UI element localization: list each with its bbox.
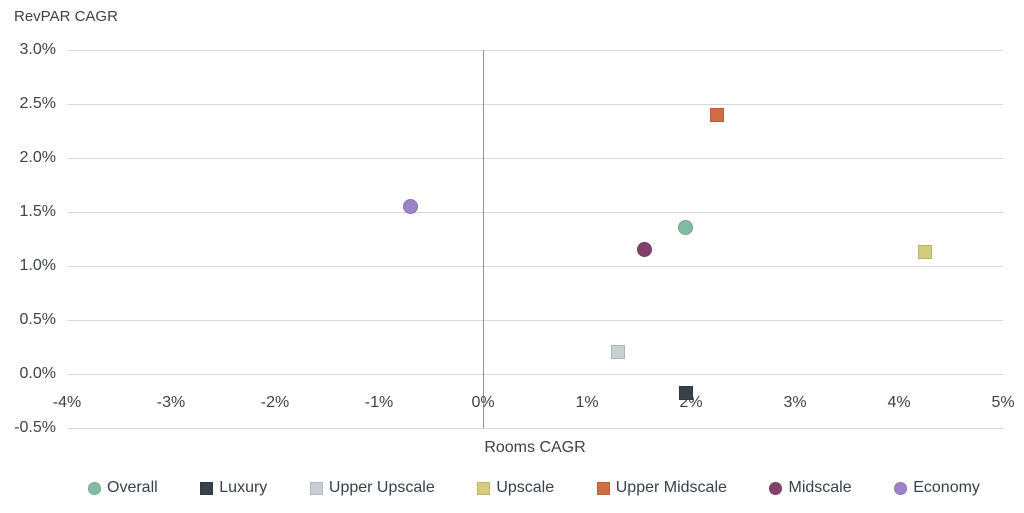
x-tick-label: -3% bbox=[156, 394, 186, 411]
legend-square-icon bbox=[477, 481, 491, 495]
y-tick-label: 1.0% bbox=[19, 257, 56, 274]
x-axis-title: Rooms CAGR bbox=[484, 439, 586, 456]
y-tick-label: 2.0% bbox=[19, 149, 56, 166]
x-tick-label: 5% bbox=[991, 394, 1015, 411]
legend-item-luxury: Luxury bbox=[200, 479, 267, 497]
data-point-upper-midscale bbox=[710, 108, 724, 122]
legend: Overall Luxury Upper Upscale Upscale Upper M… bbox=[88, 479, 980, 497]
x-tick-label: 0% bbox=[471, 394, 495, 411]
gridline bbox=[67, 50, 1003, 51]
x-tick-label: 4% bbox=[887, 394, 911, 411]
legend-circle-icon bbox=[88, 481, 101, 495]
data-point-upper-upscale bbox=[611, 345, 625, 359]
gridline bbox=[67, 104, 1003, 105]
legend-square-icon bbox=[309, 481, 323, 495]
y-axis-title: RevPAR CAGR bbox=[14, 8, 118, 25]
legend-label: Economy bbox=[913, 479, 980, 496]
data-point-overall bbox=[678, 220, 693, 235]
x-tick-label: -1% bbox=[364, 394, 394, 411]
legend-item-upscale: Upscale bbox=[477, 479, 554, 497]
y-tick-label: 1.5% bbox=[19, 203, 56, 220]
gridline bbox=[67, 374, 1003, 375]
y-tick-label: -0.5% bbox=[14, 419, 56, 436]
legend-label: Midscale bbox=[788, 479, 852, 496]
x-tick-label: -4% bbox=[52, 394, 82, 411]
gridline bbox=[67, 158, 1003, 159]
data-point-luxury bbox=[679, 386, 693, 400]
legend-square-icon bbox=[200, 481, 214, 495]
legend-label: Upscale bbox=[496, 479, 555, 496]
legend-item-overall: Overall bbox=[88, 479, 158, 497]
legend-label: Luxury bbox=[219, 479, 268, 496]
zero-axis-line bbox=[483, 50, 484, 428]
legend-label: Upper Midscale bbox=[615, 479, 727, 496]
x-tick-label: 3% bbox=[783, 394, 807, 411]
y-tick-label: 3.0% bbox=[19, 41, 56, 58]
data-point-economy bbox=[403, 199, 418, 214]
data-point-midscale bbox=[637, 242, 652, 257]
legend-item-upper-midscale: Upper Midscale bbox=[596, 479, 727, 497]
gridline bbox=[67, 266, 1003, 267]
legend-square-icon bbox=[596, 481, 610, 495]
y-tick-label: 0.5% bbox=[19, 311, 56, 328]
legend-label: Overall bbox=[107, 479, 158, 496]
x-tick-label: 1% bbox=[575, 394, 599, 411]
legend-label: Upper Upscale bbox=[328, 479, 435, 496]
x-tick-label: -2% bbox=[260, 394, 290, 411]
legend-item-economy: Economy bbox=[894, 479, 980, 497]
y-tick-label: 2.5% bbox=[19, 95, 56, 112]
gridline bbox=[67, 320, 1003, 321]
y-tick-label: 0.0% bbox=[19, 365, 56, 382]
legend-item-upper-upscale: Upper Upscale bbox=[309, 479, 435, 497]
gridline bbox=[67, 428, 1003, 429]
gridline bbox=[67, 212, 1003, 213]
legend-circle-icon bbox=[769, 481, 783, 495]
data-point-upscale bbox=[918, 245, 932, 259]
legend-item-midscale: Midscale bbox=[769, 479, 852, 497]
legend-circle-icon bbox=[894, 481, 908, 495]
